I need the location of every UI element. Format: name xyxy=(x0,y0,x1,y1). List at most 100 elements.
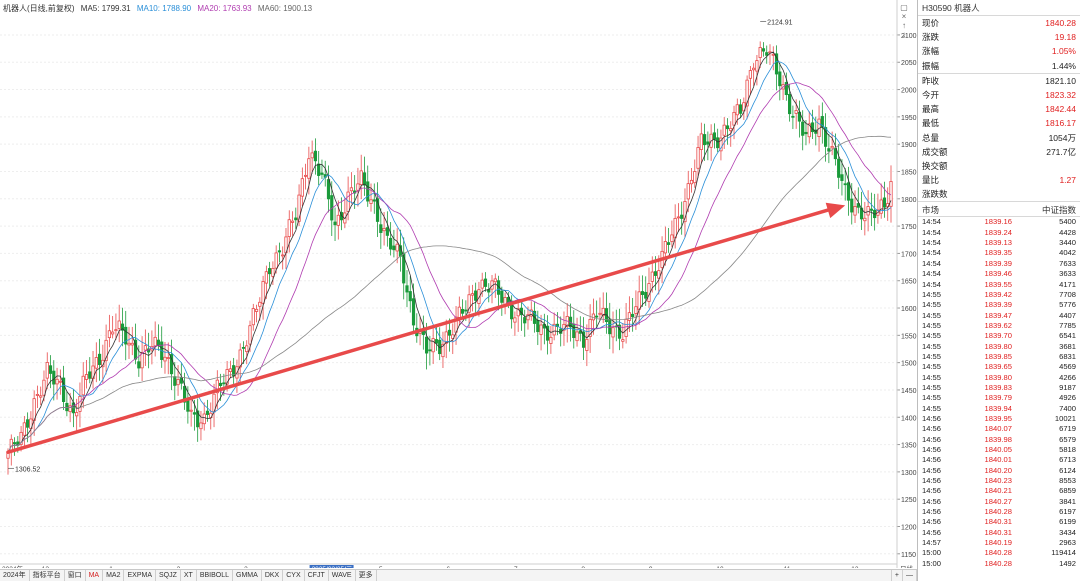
candle-body xyxy=(843,183,847,186)
y-tick-label: 1200 xyxy=(901,524,917,531)
stat-value: 1.27 xyxy=(1059,175,1076,186)
tab-xt[interactable]: XT xyxy=(181,570,197,581)
tab-dkx[interactable]: DKX xyxy=(262,570,284,581)
tab-window[interactable]: 窗口 xyxy=(65,570,86,581)
tick-time: 15:00 xyxy=(922,558,942,568)
candle-body xyxy=(307,158,311,179)
candle-body xyxy=(392,245,396,251)
tab-bbiboll[interactable]: BBIBOLL xyxy=(197,570,234,581)
collapse-tab-button[interactable]: — xyxy=(903,570,917,581)
stat-row: 今开 1823.32 xyxy=(918,88,1080,102)
tab-ma[interactable]: MA xyxy=(86,570,104,581)
maximize-icon[interactable]: ▢ xyxy=(900,3,908,12)
candle-body xyxy=(425,336,429,354)
candle-body xyxy=(287,219,291,237)
candle-body xyxy=(297,194,301,222)
candle-body xyxy=(362,172,367,186)
candle-body xyxy=(768,51,772,54)
kline-chart-area[interactable]: 1150 1200 1250 1300 1350 1400 1450 1500 1550 1600… xyxy=(0,0,917,568)
candle-body xyxy=(431,338,435,353)
y-tick-label: 1400 xyxy=(901,415,917,422)
candle-body xyxy=(88,371,92,379)
tick-time: 14:55 xyxy=(922,393,942,403)
candle-body xyxy=(863,217,867,222)
candle-body xyxy=(689,179,694,185)
tick-price: 1839.24 xyxy=(984,227,1012,237)
arrow-down-icon[interactable]: ↓ xyxy=(902,30,906,39)
candle-body xyxy=(722,124,726,136)
tick-price: 1839.35 xyxy=(984,248,1012,258)
tab-cfjt[interactable]: CFJT xyxy=(305,570,329,581)
tick-time: 14:55 xyxy=(922,351,942,361)
tab-year[interactable]: 2024年 xyxy=(0,570,30,581)
candle-body xyxy=(245,345,249,353)
candle-body xyxy=(111,331,115,335)
candle-body xyxy=(837,158,841,178)
tick-time: 14:56 xyxy=(922,434,942,444)
tick-vol: 3434 xyxy=(1059,527,1076,537)
add-tab-button[interactable]: + xyxy=(890,570,903,581)
tab-cyx[interactable]: CYX xyxy=(283,570,305,581)
candle-body xyxy=(444,331,448,344)
candle-body xyxy=(395,243,399,252)
candle-body xyxy=(114,329,118,332)
legend-ma20: MA20: 1763.93 xyxy=(197,4,252,13)
tick-time: 14:56 xyxy=(922,455,942,465)
candle-body xyxy=(104,339,108,362)
candle-body xyxy=(670,234,674,242)
candle-body xyxy=(225,369,229,385)
candle-body xyxy=(624,318,628,337)
tick-price: 1839.39 xyxy=(984,300,1012,310)
candle-body xyxy=(493,278,497,283)
tick-price: 1839.46 xyxy=(984,269,1012,279)
candle-body xyxy=(202,413,206,425)
tick-vol: 4926 xyxy=(1059,393,1076,403)
tab-more[interactable]: 更多 xyxy=(356,570,377,581)
close-icon[interactable]: × xyxy=(901,12,907,21)
candle-body xyxy=(124,326,128,345)
tick-price: 1839.85 xyxy=(984,351,1012,361)
ma20-line xyxy=(7,82,892,453)
trend-arrow-head xyxy=(825,202,846,219)
y-tick-label: 1850 xyxy=(901,169,917,176)
tab-expma[interactable]: EXPMA xyxy=(124,570,156,581)
candle-body xyxy=(379,224,383,233)
high-label: 2124.91 xyxy=(767,19,792,26)
tick-vol: 4171 xyxy=(1059,279,1076,289)
tick-row: 14:55 1839.80 4266 xyxy=(918,373,1080,383)
candle-body xyxy=(317,163,321,176)
tick-row: 14:55 1839.94 7400 xyxy=(918,404,1080,414)
tick-time: 14:56 xyxy=(922,424,942,434)
candle-body xyxy=(611,327,615,338)
tick-list[interactable]: 14:54 1839.16 5400 14:54 1839.24 4428 14:54 183… xyxy=(918,217,1080,569)
candle-body xyxy=(460,308,465,314)
x-tick-label: 2025/03/25/二 xyxy=(312,566,353,568)
candle-body xyxy=(101,359,105,368)
legend-ma5: MA5: 1799.31 xyxy=(80,4,131,13)
candle-body xyxy=(483,278,488,287)
candle-body xyxy=(676,216,681,219)
tick-price: 1840.19 xyxy=(984,538,1012,548)
candle-body xyxy=(539,324,543,335)
candle-body xyxy=(879,199,883,214)
candle-body xyxy=(241,346,246,349)
stat-row: 最高 1842.44 xyxy=(918,102,1080,116)
candle-body xyxy=(258,301,262,307)
tick-vol: 7708 xyxy=(1059,289,1076,299)
candle-body xyxy=(199,422,203,430)
tab-gmma[interactable]: GMMA xyxy=(233,570,262,581)
tab-wave[interactable]: WAVE xyxy=(329,570,356,581)
arrow-up-icon[interactable]: ↑ xyxy=(902,21,906,30)
candle-body xyxy=(516,308,520,317)
tab-indicator-platform[interactable]: 指标平台 xyxy=(30,570,65,581)
x-tick-label: 12 xyxy=(851,566,859,568)
stat-value: 1842.44 xyxy=(1045,104,1076,115)
kline-chart[interactable]: 1150 1200 1250 1300 1350 1400 1450 1500 1550 1600… xyxy=(0,0,917,568)
quote-panel: H30590 机器人 现价 1840.28 涨跌 19.18 涨幅 1.05% 振幅 1.44… xyxy=(917,0,1080,581)
x-tick-label: 11 xyxy=(784,566,791,568)
tick-time: 14:56 xyxy=(922,445,942,454)
tab-sqjz[interactable]: SQJZ xyxy=(156,570,181,581)
quote-value: 1.44% xyxy=(1051,60,1076,71)
tab-ma2[interactable]: MA2 xyxy=(103,570,125,581)
candle-body xyxy=(712,132,717,140)
